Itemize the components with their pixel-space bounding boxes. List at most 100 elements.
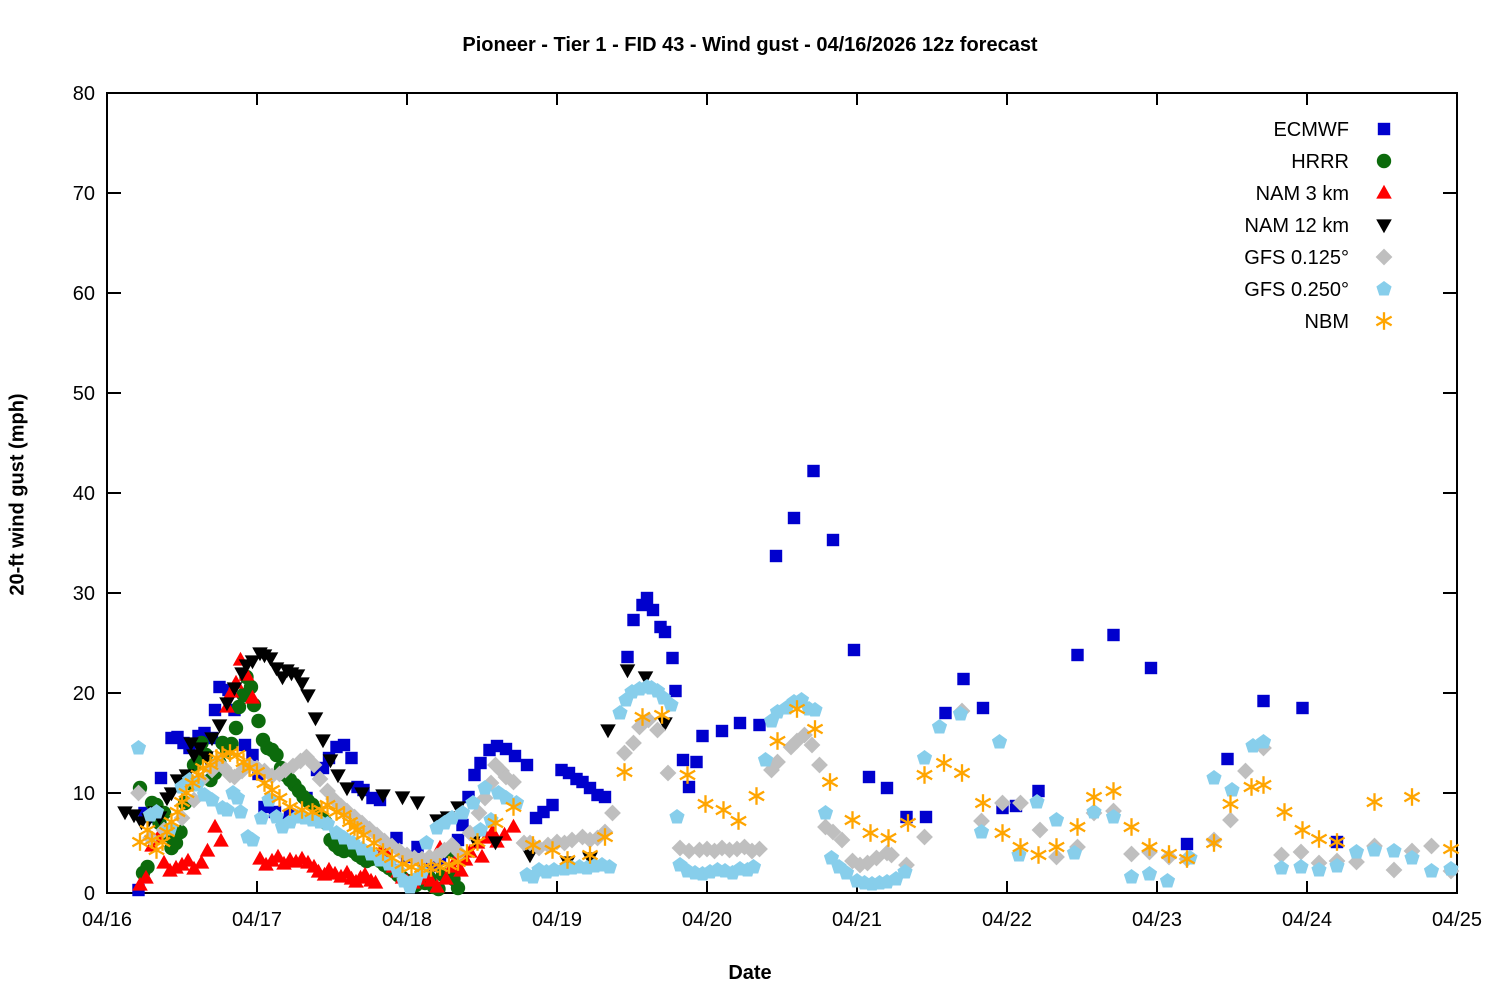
data-point: [469, 836, 486, 848]
y-tick-label: 30: [73, 583, 95, 605]
data-point: [1311, 862, 1327, 877]
data-point: [224, 736, 239, 752]
data-point: [600, 724, 616, 739]
data-point: [213, 832, 229, 847]
data-point: [1385, 861, 1403, 879]
data-point: [251, 713, 266, 729]
data-point: [163, 787, 180, 802]
data-point: [376, 832, 393, 850]
data-point: [544, 844, 561, 856]
data-point: [546, 862, 562, 877]
data-point: [428, 847, 446, 865]
data-point: [916, 828, 933, 846]
data-point: [204, 732, 220, 747]
data-point: [1048, 841, 1065, 853]
data-point: [1032, 784, 1045, 798]
data-point: [319, 816, 336, 831]
data-point: [438, 870, 454, 885]
data-point: [208, 703, 222, 717]
data-point: [769, 753, 786, 771]
x-tick-label: 04/16: [82, 909, 132, 931]
data-point: [1375, 315, 1393, 327]
data-point: [328, 806, 345, 818]
data-point: [186, 749, 202, 764]
data-point: [322, 754, 339, 769]
x-axis-label: Date: [728, 962, 772, 984]
x-tick-label: 04/24: [1282, 909, 1332, 931]
data-point: [1293, 859, 1309, 874]
data-point: [838, 865, 855, 880]
data-point: [319, 799, 336, 811]
data-point: [219, 802, 235, 817]
data-point: [666, 651, 679, 665]
data-point: [374, 846, 392, 858]
data-point: [449, 856, 467, 868]
data-point: [1310, 833, 1328, 845]
series-nbm: [131, 700, 1460, 877]
data-point: [244, 655, 261, 670]
data-point: [1329, 858, 1345, 873]
data-point: [391, 842, 408, 860]
data-point: [263, 784, 281, 796]
data-point: [1123, 845, 1140, 863]
data-point: [505, 801, 522, 813]
data-point: [596, 831, 614, 843]
data-point: [769, 735, 786, 747]
series-ecmwf: [132, 464, 1344, 897]
data-point: [1276, 806, 1293, 818]
data-point: [148, 804, 165, 819]
data-point: [862, 770, 876, 784]
data-point: [625, 734, 642, 752]
data-point: [271, 792, 288, 804]
data-point: [1376, 219, 1392, 234]
data-point: [787, 511, 801, 525]
data-point: [616, 744, 633, 762]
data-point: [1160, 848, 1178, 860]
data-point: [658, 625, 672, 639]
data-point: [803, 736, 821, 754]
legend-label-1: ECMWF: [1273, 119, 1349, 141]
data-point: [269, 747, 284, 763]
data-point: [817, 805, 834, 820]
data-point: [619, 664, 636, 679]
data-point: [1029, 794, 1045, 809]
data-point: [221, 747, 239, 759]
data-point: [1376, 153, 1392, 169]
data-point: [332, 797, 350, 815]
data-point: [383, 837, 401, 855]
data-point: [289, 669, 306, 684]
data-point: [957, 672, 970, 686]
data-point: [634, 711, 651, 723]
data-point: [659, 764, 677, 782]
data-point: [604, 804, 621, 822]
y-tick-label: 50: [73, 383, 95, 405]
data-point: [1273, 846, 1290, 864]
data-point: [1377, 122, 1391, 136]
data-point: [468, 768, 481, 782]
data-point: [231, 699, 247, 715]
data-point: [226, 682, 243, 697]
data-point: [235, 756, 252, 768]
data-point: [612, 705, 628, 720]
data-point: [935, 757, 953, 769]
legend-marker-6: [1376, 281, 1392, 296]
y-tick-label: 40: [73, 483, 95, 505]
data-point: [413, 850, 431, 868]
data-point: [847, 643, 861, 657]
data-point: [1205, 837, 1223, 849]
legend-label-2: HRRR: [1291, 151, 1349, 173]
data-point: [505, 773, 522, 791]
data-point: [1243, 781, 1260, 793]
data-point: [976, 701, 990, 715]
data-point: [1012, 794, 1029, 812]
data-point: [256, 777, 273, 789]
legend-label-4: NAM 12 km: [1245, 215, 1349, 237]
data-point: [487, 836, 504, 851]
data-point: [168, 835, 184, 851]
data-point: [757, 752, 774, 767]
data-point: [1255, 734, 1272, 749]
data-point: [339, 782, 355, 797]
data-point: [919, 810, 933, 824]
data-point: [298, 748, 315, 766]
